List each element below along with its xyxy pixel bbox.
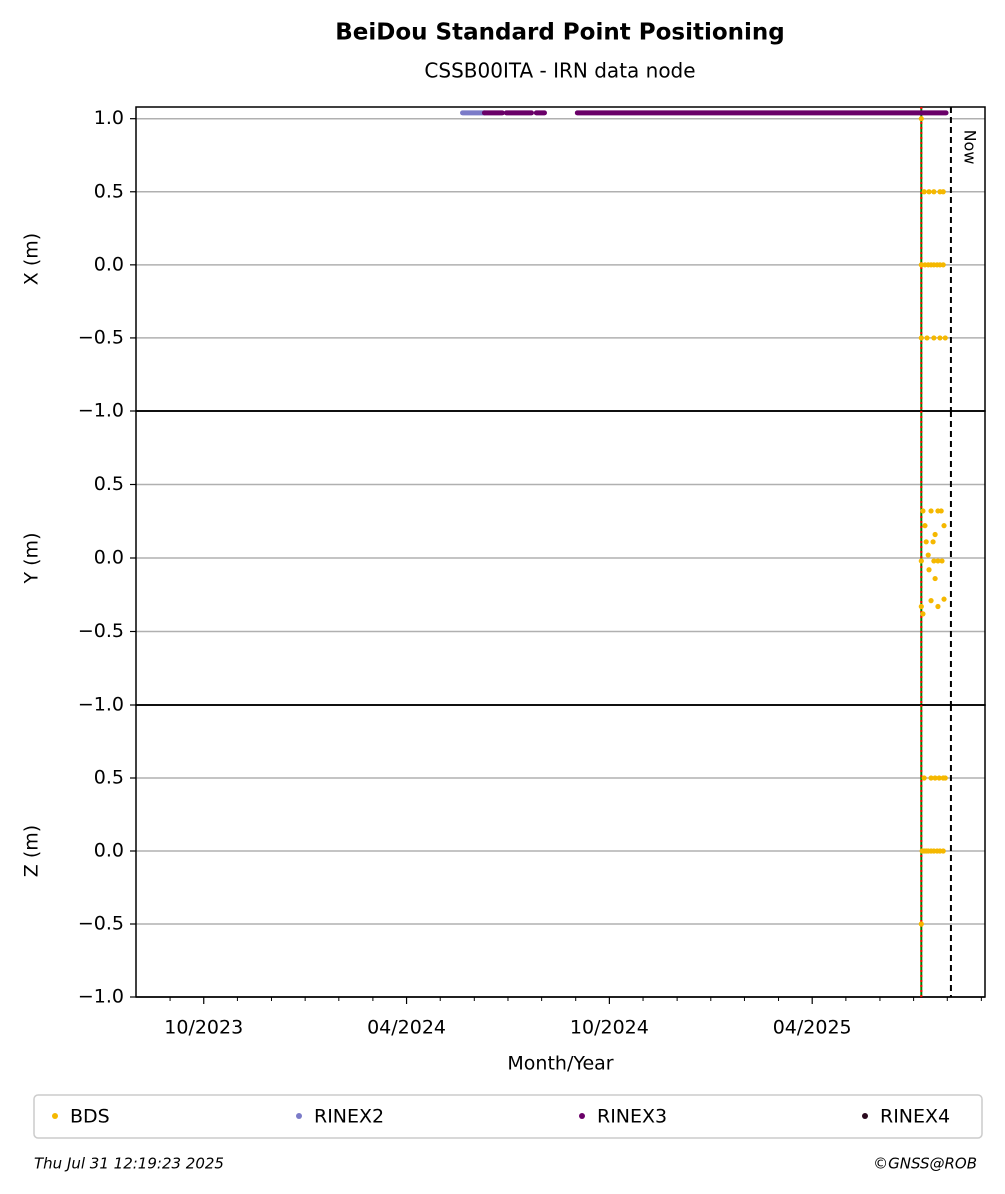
y-tick-label: −0.5: [78, 620, 124, 642]
data-point: [940, 189, 946, 195]
y-tick-label: −0.5: [78, 326, 124, 348]
data-point: [928, 598, 934, 604]
y-tick-label: −1.0: [78, 986, 124, 1008]
x-tick-label: 04/2024: [367, 1017, 446, 1039]
data-point: [924, 335, 930, 341]
legend-marker: [296, 1113, 302, 1119]
data-point: [918, 921, 924, 927]
y-tick-label: −0.5: [78, 913, 124, 935]
data-point: [920, 611, 926, 617]
plot-frame: [135, 106, 986, 412]
data-point: [942, 335, 948, 341]
chart-subtitle: CSSB00ITA - IRN data node: [424, 59, 695, 83]
data-point: [918, 262, 924, 268]
legend-label: RINEX4: [880, 1106, 950, 1128]
x-tick-label: 10/2024: [570, 1017, 649, 1039]
data-point: [932, 531, 938, 538]
y-tick-label: 0.0: [94, 840, 124, 862]
data-point: [921, 775, 927, 781]
data-point: [935, 603, 941, 610]
y-axis-label: Y (m): [21, 533, 43, 585]
plot-frame: [135, 704, 986, 998]
chart-title: BeiDou Standard Point Positioning: [335, 20, 784, 46]
data-point: [937, 335, 943, 341]
data-point: [931, 335, 937, 341]
data-point: [940, 848, 946, 854]
legend-label: RINEX3: [597, 1106, 667, 1128]
data-point: [921, 189, 927, 195]
x-axis-label: Month/Year: [507, 1053, 613, 1075]
legend-marker: [579, 1113, 585, 1119]
data-point: [936, 775, 942, 781]
data-point: [918, 116, 924, 122]
footer-timestamp: Thu Jul 31 12:19:23 2025: [34, 1155, 224, 1173]
x-tick-label: 04/2025: [773, 1017, 852, 1039]
x-tick-label: 10/2023: [164, 1017, 243, 1039]
legend-box: [33, 1094, 983, 1139]
footer-credit: ©GNSS@ROB: [873, 1155, 977, 1173]
data-point: [920, 508, 926, 514]
legend-marker: [862, 1113, 868, 1119]
data-point: [926, 567, 932, 573]
data-point: [935, 558, 941, 564]
data-point: [918, 558, 924, 564]
y-tick-label: −1.0: [78, 694, 124, 716]
y-tick-label: −1.0: [78, 400, 124, 422]
reference-label: Now: [960, 130, 979, 165]
data-point: [940, 262, 946, 268]
y-tick-label: 0.5: [94, 180, 124, 202]
data-point: [938, 508, 944, 514]
legend-label: BDS: [70, 1106, 110, 1128]
y-tick-label: 0.5: [94, 473, 124, 495]
data-point: [925, 552, 931, 558]
data-point: [928, 775, 934, 781]
y-axis-label: Z (m): [21, 825, 43, 877]
data-point: [922, 523, 928, 529]
data-point: [939, 558, 945, 564]
data-point: [941, 523, 947, 529]
data-point: [932, 575, 938, 582]
data-point: [942, 775, 948, 781]
legend-label: RINEX2: [314, 1106, 384, 1128]
data-point: [918, 335, 924, 341]
y-tick-label: 1.0: [94, 107, 124, 129]
data-point: [931, 189, 937, 195]
y-axis-label: X (m): [21, 233, 43, 285]
data-point: [931, 558, 937, 564]
legend-marker: [52, 1113, 58, 1119]
data-point: [932, 775, 938, 781]
data-point: [926, 189, 932, 195]
y-tick-label: 0.0: [94, 547, 124, 569]
y-tick-label: 0.5: [94, 767, 124, 789]
data-point: [941, 596, 947, 602]
data-point: [923, 539, 929, 545]
data-point: [918, 603, 924, 610]
y-tick-label: 0.0: [94, 253, 124, 275]
data-point: [930, 539, 936, 545]
data-point: [928, 508, 934, 514]
